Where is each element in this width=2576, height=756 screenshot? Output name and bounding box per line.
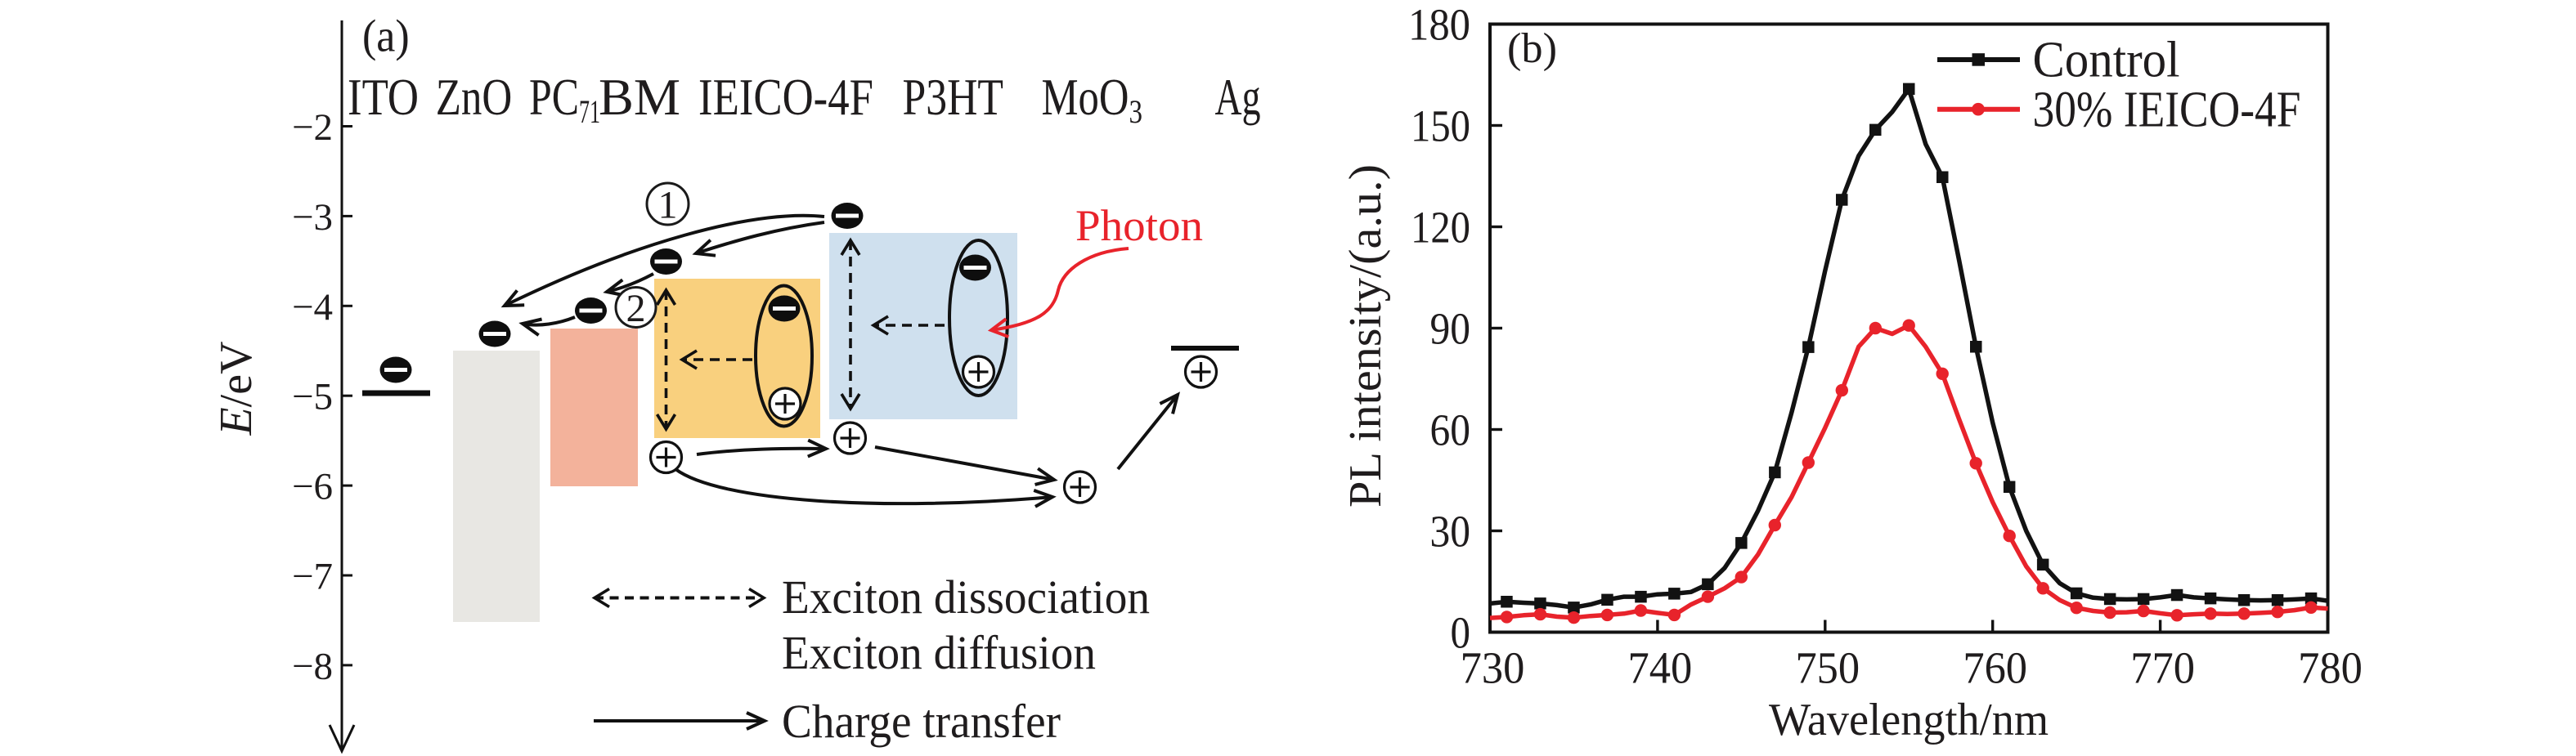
svg-text:90: 90 [1430, 304, 1471, 354]
svg-text:750: 750 [1795, 643, 1860, 693]
svg-text:−5: −5 [292, 376, 333, 418]
svg-text:Charge transfer: Charge transfer [782, 695, 1061, 748]
svg-text:−6: −6 [292, 466, 333, 508]
svg-text:(a): (a) [362, 11, 410, 62]
svg-text:Photon: Photon [1075, 201, 1203, 250]
svg-text:−4: −4 [292, 286, 333, 329]
svg-text:Exciton diffusion: Exciton diffusion [782, 626, 1096, 679]
svg-text:BM: BM [599, 69, 680, 126]
svg-text:120: 120 [1411, 203, 1470, 253]
svg-text:Ag: Ag [1215, 69, 1261, 126]
svg-text:150: 150 [1411, 101, 1470, 151]
svg-text:−3: −3 [292, 196, 333, 239]
svg-text:−2: −2 [292, 106, 333, 149]
svg-text:180: 180 [1408, 0, 1470, 50]
svg-text:Control: Control [2033, 33, 2180, 88]
svg-text:MoO: MoO [1042, 69, 1129, 126]
svg-text:71: 71 [579, 93, 600, 130]
svg-text:780: 780 [2298, 643, 2363, 693]
svg-text:760: 760 [1963, 643, 2027, 693]
svg-text:0: 0 [1451, 608, 1471, 658]
svg-text:−7: −7 [292, 556, 333, 598]
svg-text:730: 730 [1461, 643, 1525, 693]
svg-text:PL intensity/(a.u.): PL intensity/(a.u.) [1340, 164, 1391, 508]
svg-text:P3HT: P3HT [903, 69, 1004, 126]
svg-text:3: 3 [1129, 93, 1143, 130]
svg-text:770: 770 [2130, 643, 2195, 693]
svg-text:(b): (b) [1507, 25, 1557, 72]
svg-text:Wavelength/nm: Wavelength/nm [1769, 695, 2049, 745]
svg-text:2: 2 [626, 287, 646, 330]
svg-text:Exciton dissociation: Exciton dissociation [782, 570, 1150, 624]
svg-text:ZnO: ZnO [436, 69, 513, 126]
svg-text:PC: PC [529, 69, 579, 126]
svg-text:ITO: ITO [348, 69, 419, 126]
svg-text:−8: −8 [292, 645, 333, 687]
svg-text:IEICO-4F: IEICO-4F [698, 69, 873, 126]
svg-text:30% IEICO-4F: 30% IEICO-4F [2033, 83, 2301, 138]
svg-text:1: 1 [658, 184, 678, 227]
svg-text:740: 740 [1628, 643, 1693, 693]
svg-text:60: 60 [1430, 405, 1471, 455]
svg-text:E/eV: E/eV [211, 342, 262, 436]
svg-text:30: 30 [1430, 507, 1471, 557]
